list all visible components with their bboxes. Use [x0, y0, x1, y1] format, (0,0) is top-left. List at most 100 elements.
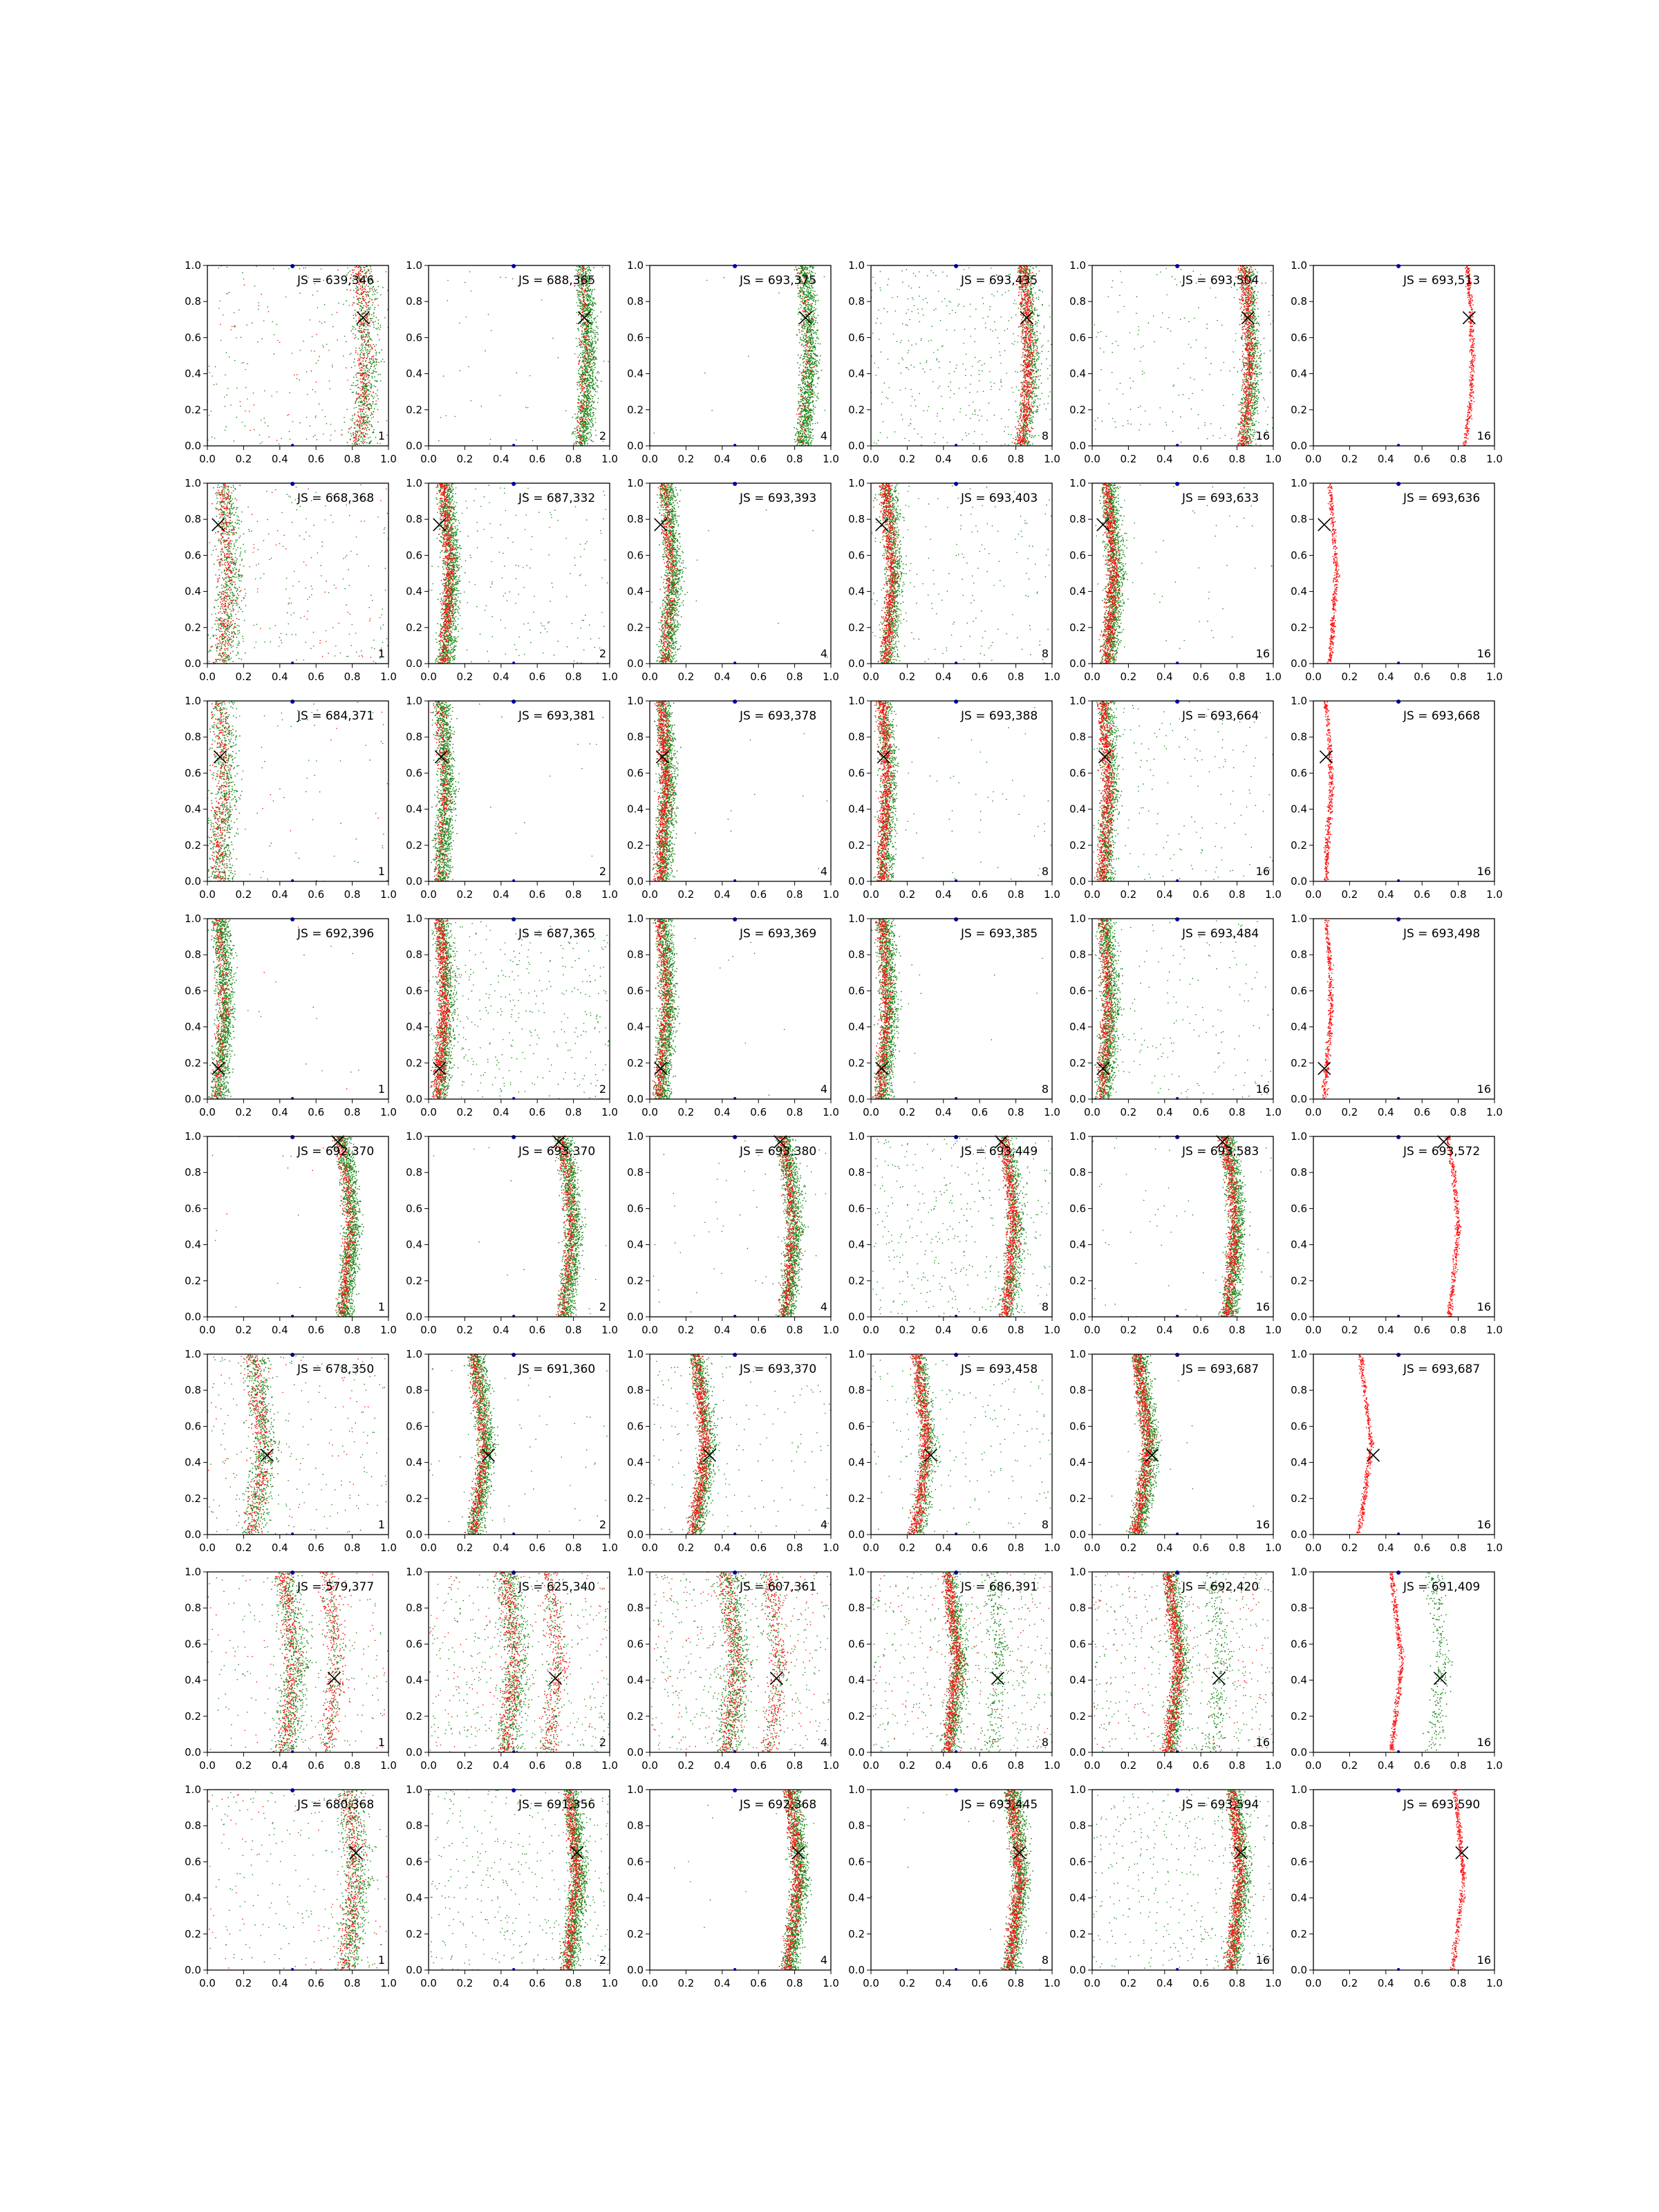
scatter-point: [582, 292, 583, 294]
scatter-point: [577, 270, 579, 272]
scatter-point: [802, 298, 803, 299]
scatter-point: [364, 300, 365, 301]
scatter-point: [377, 334, 379, 335]
background-point: [1015, 303, 1017, 305]
background-point: [313, 436, 315, 438]
scatter-point: [579, 362, 580, 364]
scatter-point: [805, 300, 807, 301]
scatter-point: [362, 339, 364, 341]
scatter-point: [597, 338, 599, 339]
scatter-point: [799, 424, 800, 425]
background-point: [274, 335, 275, 336]
background-point: [1000, 379, 1002, 381]
scatter-point: [806, 377, 807, 378]
scatter-point: [355, 267, 356, 268]
scatter-point: [805, 442, 807, 444]
scatter-point: [803, 269, 804, 270]
scatter-point: [585, 322, 586, 324]
scatter-point: [811, 359, 812, 361]
background-point: [241, 363, 243, 364]
scatter-point: [377, 390, 378, 391]
x-tick-label: 1.0: [601, 453, 618, 465]
background-point: [1046, 409, 1047, 410]
scatter-point: [807, 442, 808, 443]
scatter-point: [586, 317, 588, 318]
background-point: [986, 441, 988, 442]
scatter-point: [592, 381, 594, 382]
scatter-point: [584, 397, 585, 399]
background-point: [230, 404, 232, 406]
scatter-point: [362, 335, 364, 336]
scatter-point: [374, 409, 375, 410]
scatter-point: [366, 408, 367, 409]
scatter-point: [359, 359, 360, 361]
background-point: [946, 330, 948, 331]
scatter-point: [812, 379, 813, 381]
scatter-point: [588, 294, 589, 296]
scatter-point: [580, 353, 581, 354]
scatter-point: [355, 431, 357, 432]
scatter-point: [1033, 411, 1035, 413]
scatter-point: [585, 413, 586, 414]
scatter-point: [363, 326, 364, 327]
scatter-point: [800, 319, 802, 320]
background-point: [292, 353, 293, 354]
background-point: [341, 435, 343, 436]
background-point: [901, 270, 903, 272]
scatter-point: [805, 410, 807, 411]
scatter-point: [589, 374, 590, 375]
scatter-point: [355, 421, 357, 422]
scatter-point: [1033, 350, 1034, 351]
scatter-point: [1036, 335, 1038, 337]
scatter-point: [353, 392, 355, 393]
background-point: [874, 442, 875, 444]
background-point: [1015, 371, 1016, 373]
scatter-point: [375, 371, 376, 373]
scatter-point: [586, 388, 588, 389]
scatter-point: [362, 429, 363, 430]
scatter-point: [581, 388, 583, 389]
background-point: [901, 340, 902, 341]
scatter-point: [582, 405, 583, 406]
scatter-point: [807, 322, 809, 324]
background-point: [219, 301, 221, 302]
scatter-point: [584, 415, 585, 417]
scatter-point: [1036, 384, 1038, 386]
scatter-point: [589, 431, 590, 433]
scatter-point: [375, 368, 376, 370]
scatter-point: [812, 267, 814, 268]
scatter-point: [376, 371, 377, 373]
scatter-point: [583, 344, 585, 346]
scatter-point: [588, 344, 590, 346]
scatter-point: [802, 442, 803, 443]
scatter-point: [581, 312, 583, 313]
scatter-point: [593, 369, 594, 371]
scatter-point: [357, 298, 359, 299]
background-point: [954, 330, 955, 331]
scatter-point: [812, 361, 813, 362]
scatter-point: [813, 319, 814, 320]
scatter-point: [594, 341, 595, 342]
scatter-point: [364, 423, 365, 424]
scatter-point: [587, 391, 588, 393]
scatter-point: [801, 410, 803, 411]
scatter-point: [376, 317, 377, 318]
scatter-point: [801, 418, 803, 420]
scatter-point: [365, 412, 366, 413]
scatter-point: [800, 337, 801, 338]
scatter-point: [807, 428, 808, 429]
background-point: [711, 410, 713, 411]
scatter-point: [588, 428, 589, 429]
scatter-point: [590, 270, 591, 272]
background-point: [232, 326, 233, 328]
scatter-point: [359, 397, 360, 399]
background-point: [883, 421, 884, 422]
scatter-point: [364, 393, 366, 394]
scatter-point: [364, 355, 365, 356]
scatter-point: [583, 294, 585, 295]
background-point: [378, 305, 379, 306]
scatter-point: [818, 393, 819, 394]
scatter-point: [806, 373, 807, 374]
background-point: [272, 321, 273, 323]
scatter-point: [366, 307, 368, 308]
